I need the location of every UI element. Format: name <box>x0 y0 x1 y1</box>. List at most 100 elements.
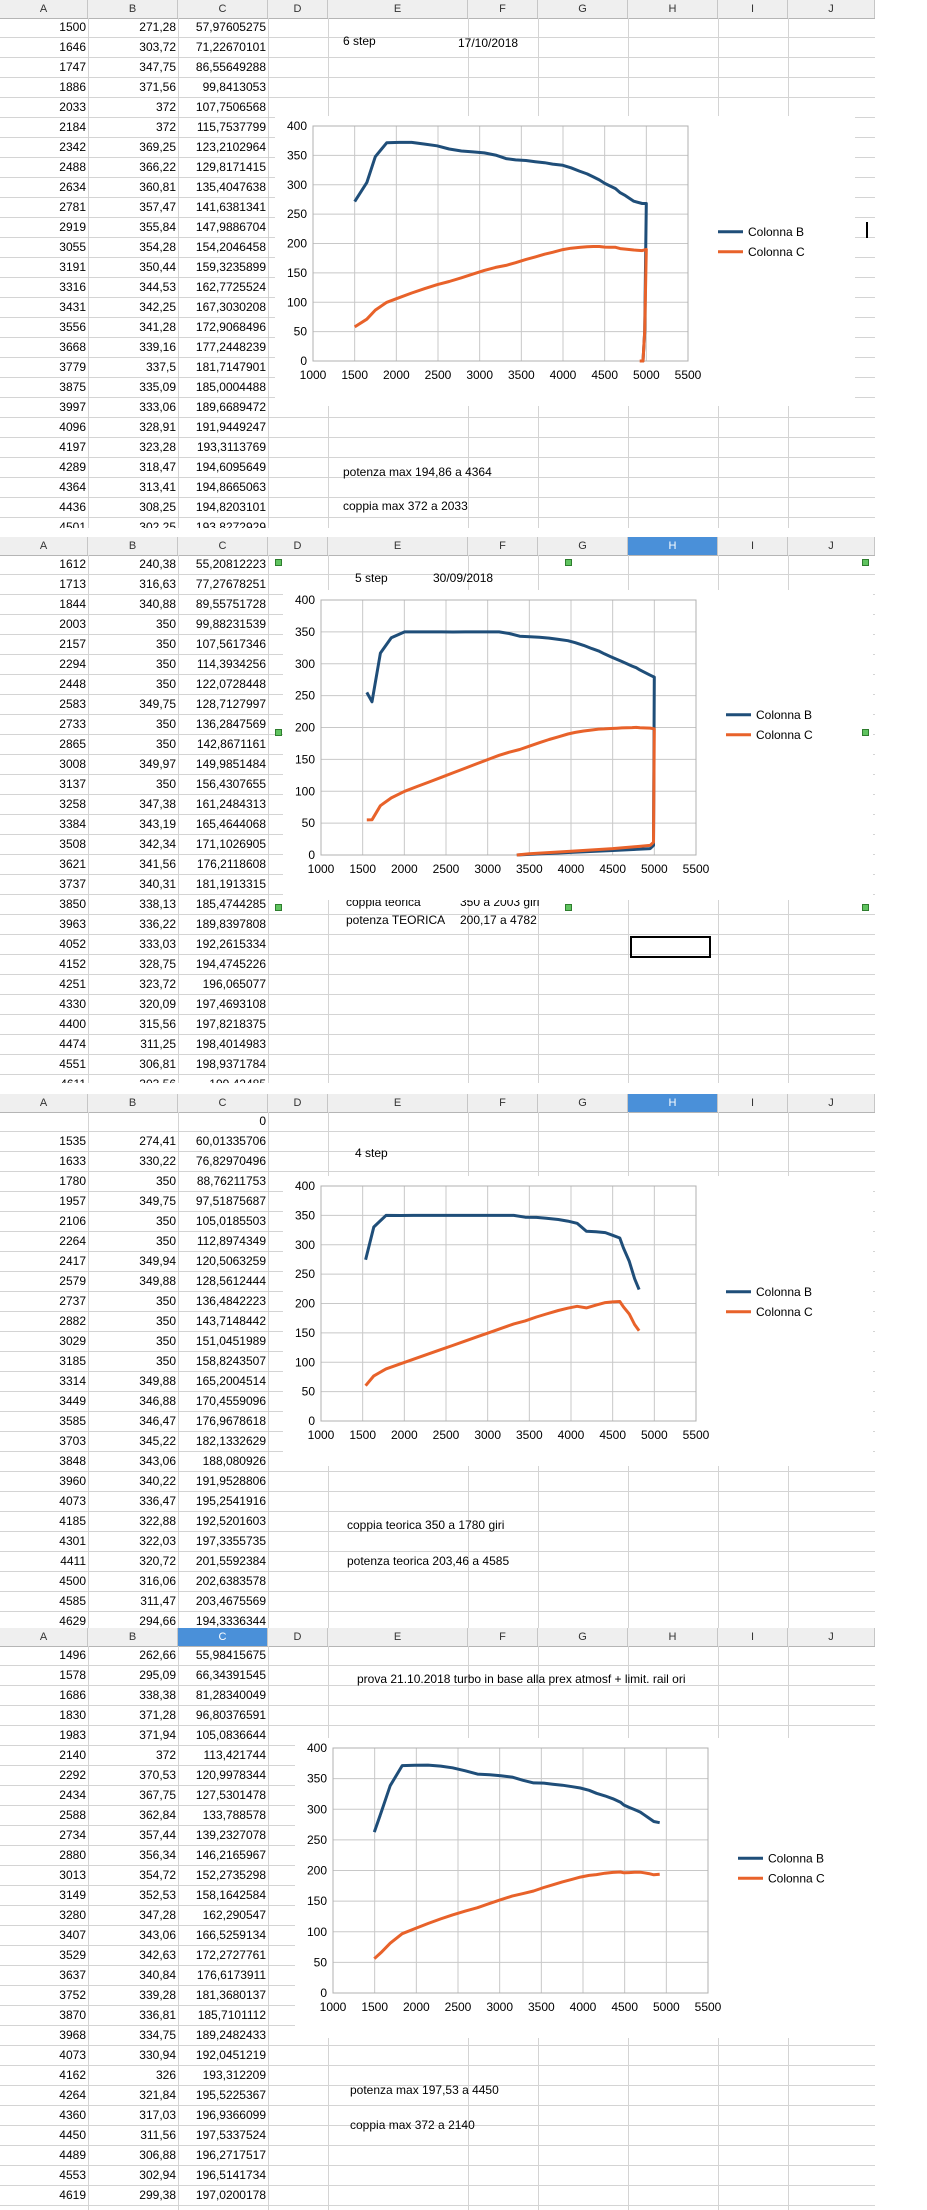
cell-c[interactable]: 76,82970496 <box>195 1154 266 1168</box>
cell-b[interactable]: 349,75 <box>139 697 176 711</box>
cell-c[interactable]: 197,0200178 <box>195 2188 266 2202</box>
cell-a[interactable]: 3703 <box>59 1434 86 1448</box>
cell-b[interactable]: 352,53 <box>139 1888 176 1902</box>
cell-c[interactable]: 129,8171415 <box>195 160 266 174</box>
cell-a[interactable]: 4360 <box>59 2108 86 2122</box>
column-header-c[interactable]: C <box>178 0 268 18</box>
cell-b[interactable]: 336,47 <box>139 1494 176 1508</box>
column-header-i[interactable]: I <box>718 537 788 555</box>
cell-b[interactable]: 342,25 <box>139 300 176 314</box>
cell-b[interactable]: 336,81 <box>139 2008 176 2022</box>
column-header-d[interactable]: D <box>268 537 328 555</box>
cell-c[interactable]: 158,8243507 <box>195 1354 266 1368</box>
cell-c[interactable]: 182,1332629 <box>195 1434 266 1448</box>
cell-c[interactable]: 120,5063259 <box>195 1254 266 1268</box>
cell-a[interactable]: 4052 <box>59 937 86 951</box>
column-header-j[interactable]: J <box>788 537 875 555</box>
cell-c[interactable]: 198,9371784 <box>195 1057 266 1071</box>
column-header-c[interactable]: C <box>178 537 268 555</box>
cell-c[interactable]: 105,0836644 <box>195 1728 266 1742</box>
column-header-a[interactable]: A <box>0 537 88 555</box>
cell-a[interactable]: 1886 <box>59 80 86 94</box>
cell-c[interactable]: 99,88231539 <box>195 617 266 631</box>
cell-a[interactable]: 3384 <box>59 817 86 831</box>
cell-b[interactable]: 306,81 <box>139 1057 176 1071</box>
cell-c[interactable]: 115,7537799 <box>196 120 266 134</box>
column-header-f[interactable]: F <box>468 537 538 555</box>
cell-c[interactable]: 177,2448239 <box>195 340 266 354</box>
cell-a[interactable]: 2588 <box>59 1808 86 1822</box>
chart-resize-handle[interactable] <box>275 904 282 911</box>
cell-b[interactable]: 339,28 <box>139 1988 176 2002</box>
cell-c[interactable]: 135,4047638 <box>195 180 266 194</box>
cell-c[interactable]: 77,27678251 <box>195 577 266 591</box>
cell-c[interactable]: 195,5225367 <box>195 2088 266 2102</box>
cell-a[interactable]: 2583 <box>59 697 86 711</box>
cell-c[interactable]: 203,4675569 <box>195 1594 266 1608</box>
cell-a[interactable]: 3870 <box>59 2008 86 2022</box>
cell-b[interactable]: 340,31 <box>139 877 176 891</box>
chart-resize-handle[interactable] <box>275 729 282 736</box>
column-header-a[interactable]: A <box>0 1094 88 1112</box>
cell-a[interactable]: 2342 <box>59 140 86 154</box>
cell-a[interactable]: 2184 <box>59 120 86 134</box>
cell-a[interactable]: 3556 <box>59 320 86 334</box>
cell-c[interactable]: 127,5301478 <box>195 1788 266 1802</box>
cell-b[interactable]: 340,88 <box>139 597 176 611</box>
cell-c[interactable]: 97,51875687 <box>195 1194 266 1208</box>
cell-a[interactable]: 2488 <box>59 160 86 174</box>
cell-b[interactable]: 299,38 <box>139 2188 176 2202</box>
cell-a[interactable]: 3013 <box>59 1868 86 1882</box>
column-header-e[interactable]: E <box>328 537 468 555</box>
cell-a[interactable]: 1612 <box>59 557 86 571</box>
cell-a[interactable]: 3737 <box>59 877 86 891</box>
cell-b[interactable]: 334,75 <box>139 2028 176 2042</box>
cell-a[interactable]: 2634 <box>59 180 86 194</box>
cell-c[interactable]: 88,76211753 <box>196 1174 266 1188</box>
cell-a[interactable]: 2106 <box>59 1214 86 1228</box>
chart-resize-handle[interactable] <box>862 904 869 911</box>
cell-a[interactable]: 2733 <box>59 717 86 731</box>
chart-6-step[interactable]: 0 50 100 150 200 250 300 350 400 1000 1500 2000 2500… <box>275 116 855 406</box>
cell-a[interactable]: 4436 <box>59 500 86 514</box>
cell-b[interactable]: 311,25 <box>140 1037 176 1051</box>
cell-c[interactable]: 181,1913315 <box>195 877 266 891</box>
column-header-d[interactable]: D <box>268 1628 328 1646</box>
cell-c[interactable]: 154,2046458 <box>195 240 266 254</box>
cell-c[interactable]: 81,28340049 <box>195 1688 266 1702</box>
column-header-d[interactable]: D <box>268 0 328 18</box>
cell-c[interactable]: 196,5141734 <box>195 2168 266 2182</box>
cell-c[interactable]: 149,9851484 <box>195 757 266 771</box>
cell-c[interactable]: 57,97605275 <box>195 20 266 34</box>
cell-b[interactable]: 323,72 <box>139 977 176 991</box>
cell-c[interactable]: 193,8272929 <box>195 520 266 528</box>
cell-c[interactable]: 86,55649288 <box>195 60 266 74</box>
cell-a[interactable]: 2033 <box>59 100 86 114</box>
column-header-e[interactable]: E <box>328 0 468 18</box>
cell-a[interactable]: 3316 <box>59 280 86 294</box>
cell-b[interactable]: 330,94 <box>139 2048 176 2062</box>
column-header-b[interactable]: B <box>88 537 178 555</box>
cell-c[interactable]: 146,2165967 <box>195 1848 266 1862</box>
column-header-h[interactable]: H <box>628 1094 718 1112</box>
cell-b[interactable]: 345,22 <box>139 1434 176 1448</box>
cell-b[interactable]: 347,38 <box>139 797 176 811</box>
cell-b[interactable]: 302,94 <box>139 2168 176 2182</box>
cell-b[interactable]: 274,41 <box>139 1134 176 1148</box>
cell-a[interactable]: 2882 <box>59 1314 86 1328</box>
column-header-g[interactable]: G <box>538 1094 628 1112</box>
cell-a[interactable]: 3314 <box>59 1374 86 1388</box>
cell-a[interactable]: 1830 <box>59 1708 86 1722</box>
cell-a[interactable]: 2003 <box>59 617 86 631</box>
cell-a[interactable]: 3191 <box>59 260 86 274</box>
cell-b[interactable]: 328,75 <box>139 957 176 971</box>
cell-b[interactable]: 369,25 <box>139 140 176 154</box>
cell-a[interactable]: 3968 <box>59 2028 86 2042</box>
cell-b[interactable]: 372 <box>155 120 176 134</box>
cell-c[interactable]: 194,8203101 <box>195 500 266 514</box>
cell-a[interactable]: 1686 <box>59 1688 86 1702</box>
cell-c[interactable]: 159,3235899 <box>195 260 266 274</box>
cell-a[interactable]: 3997 <box>59 400 86 414</box>
cell-b[interactable]: 350 <box>155 1234 176 1248</box>
cell-b[interactable]: 350 <box>155 1334 176 1348</box>
